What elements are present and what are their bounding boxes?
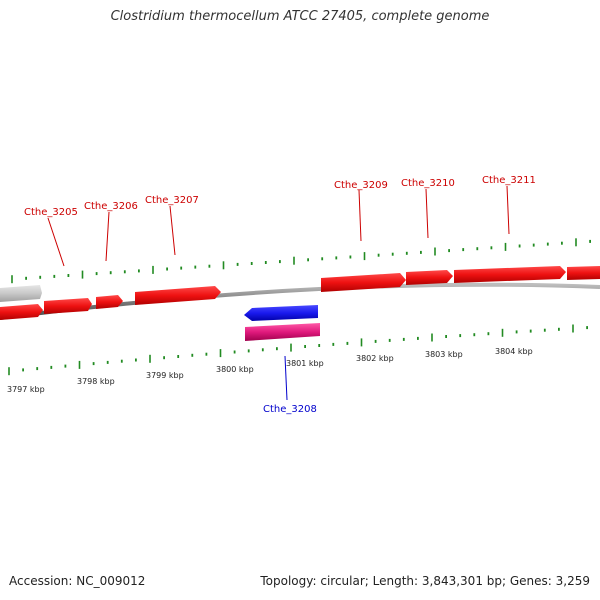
leader-cthe-3209 — [358, 189, 362, 242]
gene-cthe-3205[interactable] — [44, 298, 92, 314]
leader-cthe-3205 — [47, 217, 65, 267]
label-leaders — [47, 185, 510, 401]
scale-label-3803: 3803 kbp — [425, 350, 463, 359]
gene-cthe-3207[interactable] — [135, 286, 221, 305]
gene-cthe-3209[interactable] — [321, 273, 406, 292]
scale-label-3801: 3801 kbp — [286, 359, 324, 368]
gene-grey[interactable] — [0, 285, 42, 302]
genome-summary-text: Topology: circular; Length: 3,843,301 bp… — [260, 574, 590, 588]
gene-label-cthe-3208[interactable]: Cthe_3208 — [263, 404, 317, 415]
gene-cthe-3210[interactable] — [406, 270, 453, 285]
leader-cthe-3207 — [169, 205, 176, 256]
upper-tick-marks — [11, 238, 591, 284]
gene-label-cthe-3209[interactable]: Cthe_3209 — [334, 180, 388, 191]
scale-label-3799: 3799 kbp — [146, 371, 184, 380]
scale-label-3804: 3804 kbp — [495, 347, 533, 356]
gene-cthe-3211[interactable] — [454, 266, 566, 283]
gene-label-cthe-3207[interactable]: Cthe_3207 — [145, 195, 199, 206]
map-title: Clostridium thermocellum ATCC 27405, com… — [110, 9, 490, 24]
leader-cthe-3206 — [105, 211, 110, 262]
accession-text: Accession: NC_009012 — [9, 574, 146, 588]
gene-pink[interactable] — [245, 323, 320, 341]
leader-cthe-3210 — [425, 188, 429, 239]
scale-label-3797: 3797 kbp — [7, 385, 45, 394]
leader-cthe-3211 — [506, 185, 510, 235]
scale-labels: 3797 kbp 3798 kbp 3799 kbp 3800 kbp 3801… — [7, 347, 533, 394]
gene-g-end[interactable] — [567, 266, 600, 280]
scale-label-3800: 3800 kbp — [216, 365, 254, 374]
gene-label-cthe-3205[interactable]: Cthe_3205 — [24, 207, 78, 218]
gene-features — [0, 266, 600, 341]
gene-label-cthe-3210[interactable]: Cthe_3210 — [401, 178, 455, 189]
leader-cthe-3208 — [284, 355, 288, 401]
gene-cthe-3208[interactable] — [244, 305, 318, 321]
genome-backbone — [0, 282, 600, 320]
gene-label-cthe-3206[interactable]: Cthe_3206 — [84, 201, 138, 212]
gene-g1[interactable] — [0, 304, 43, 320]
scale-label-3802: 3802 kbp — [356, 354, 394, 363]
scale-label-3798: 3798 kbp — [77, 377, 115, 386]
gene-cthe-3206[interactable] — [96, 295, 123, 309]
gene-label-cthe-3211[interactable]: Cthe_3211 — [482, 175, 536, 186]
lower-tick-marks — [8, 324, 588, 376]
gene-labels: Cthe_3205 Cthe_3206 Cthe_3207 Cthe_3209 … — [24, 175, 536, 415]
